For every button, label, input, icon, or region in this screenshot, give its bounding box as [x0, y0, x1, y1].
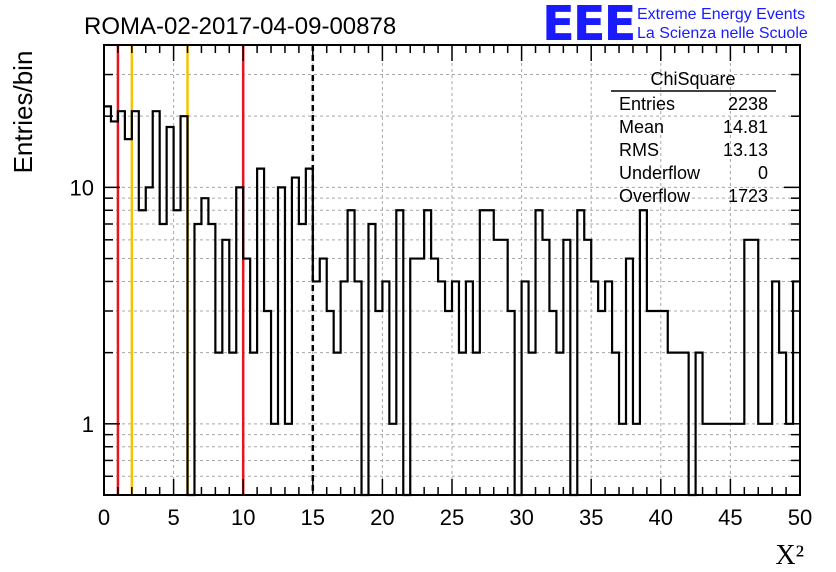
chart-title: ROMA-02-2017-04-09-00878 [84, 13, 396, 40]
stats-row-value: 14.81 [723, 117, 768, 137]
histogram-outline [104, 105, 800, 497]
y-axis-label: Entries/bin [8, 51, 38, 174]
grid [104, 45, 800, 495]
stats-row-value: 2238 [728, 94, 768, 114]
axis-ticks [103, 45, 801, 495]
x-tick-label: 30 [509, 505, 533, 530]
x-tick-label: 40 [649, 505, 673, 530]
stats-row-label: Underflow [619, 163, 701, 183]
stats-box-title: ChiSquare [650, 69, 735, 89]
y-tick-label: 10 [70, 175, 94, 200]
tick-labels: 0 5 10 15 20 25 30 35 40 45 50 1 10 [70, 175, 813, 530]
stats-row-label: Mean [619, 117, 664, 137]
x-tick-label: 0 [98, 505, 110, 530]
eee-logo-mark: EEE [542, 0, 634, 52]
histogram-bins [104, 105, 800, 497]
stats-row-label: RMS [619, 140, 659, 160]
eee-logo-line1: Extreme Energy Events [637, 6, 805, 23]
stats-row-value: 1723 [728, 186, 768, 206]
x-tick-label: 10 [231, 505, 255, 530]
stats-row-value: 0 [758, 163, 768, 183]
x-axis-label: X² [775, 540, 804, 571]
stats-row-value: 13.13 [723, 140, 768, 160]
eee-logo: EEE Extreme Energy Events La Scienza nel… [542, 0, 808, 52]
x-tick-label: 50 [788, 505, 812, 530]
stats-row-label: Entries [619, 94, 675, 114]
x-tick-label: 5 [167, 505, 179, 530]
x-tick-label: 20 [370, 505, 394, 530]
x-tick-label: 35 [579, 505, 603, 530]
x-tick-label: 15 [301, 505, 325, 530]
x-tick-label: 25 [440, 505, 464, 530]
eee-logo-line2: La Scienza nelle Scuole [637, 25, 808, 42]
stats-row-label: Overflow [619, 186, 691, 206]
y-tick-label: 1 [82, 412, 94, 437]
x-tick-label: 45 [718, 505, 742, 530]
stats-box: ChiSquare Entries 2238 Mean 14.81 RMS 13.13 Un… [611, 69, 776, 206]
